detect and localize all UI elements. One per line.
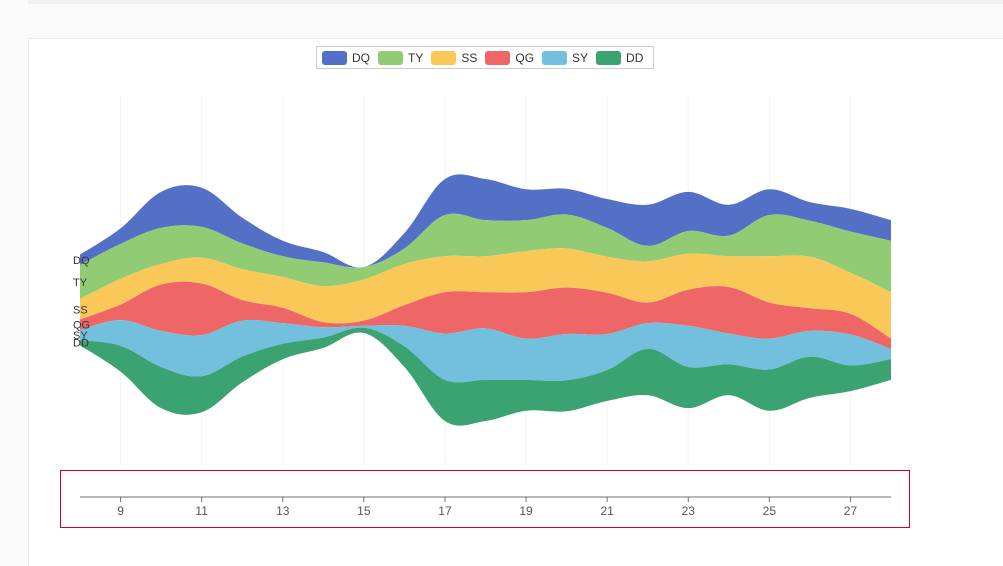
zoom-highlight-frame (60, 470, 910, 528)
legend-item-ss[interactable]: SS (431, 50, 478, 65)
x-tick-label: 15 (357, 504, 371, 518)
river-layer-dq[interactable] (80, 174, 891, 268)
series-label-ty: TY (73, 277, 88, 289)
x-axis: 9 11 13 15 17 19 21 23 25 27 (80, 496, 891, 518)
river-layer-sy[interactable] (80, 319, 891, 383)
river-layer-ty[interactable] (80, 213, 891, 299)
x-tick-label: 23 (682, 504, 696, 518)
legend-item-dq[interactable]: DQ (322, 50, 370, 65)
legend-label: DQ (352, 50, 370, 65)
legend-swatch (485, 50, 511, 65)
series-label-dq: DQ (73, 255, 90, 267)
legend-item-dd[interactable]: DD (596, 50, 644, 65)
series-label-qg: QG (73, 320, 90, 332)
legend-swatch (322, 50, 347, 65)
series-label-ss: SS (73, 304, 88, 316)
x-tick-label: 13 (276, 504, 290, 518)
legend-label: SY (572, 50, 589, 65)
legend-item-sy[interactable]: SY (542, 50, 589, 65)
top-strip (28, 0, 1003, 4)
legend-label: TY (408, 50, 424, 65)
legend: DQ TY SS QG SY DD (316, 46, 654, 69)
legend-label: SS (461, 50, 478, 65)
x-tick-label: 17 (438, 504, 452, 518)
series-label-sy: SY (73, 330, 88, 342)
legend-swatch (431, 50, 457, 65)
legend-item-ty[interactable]: TY (378, 50, 424, 65)
x-tick-label: 11 (195, 504, 208, 518)
legend-item-qg[interactable]: QG (485, 50, 535, 65)
legend-swatch (596, 50, 622, 65)
x-tick-label: 27 (844, 504, 858, 518)
legend-label: DD (626, 50, 644, 65)
river-layer-qg[interactable] (80, 281, 891, 349)
legend-label: QG (515, 50, 535, 65)
x-tick-label: 9 (117, 504, 124, 518)
river-layer-ss[interactable] (80, 248, 891, 339)
river-layers (80, 174, 891, 426)
legend-swatch (378, 50, 403, 65)
river-layer-dd[interactable] (80, 327, 891, 426)
x-tick-label: 19 (519, 504, 533, 518)
series-label-dd: DD (73, 338, 89, 350)
legend-swatch (542, 50, 568, 65)
x-tick-label: 21 (600, 504, 614, 518)
x-tick-label: 25 (763, 504, 777, 518)
